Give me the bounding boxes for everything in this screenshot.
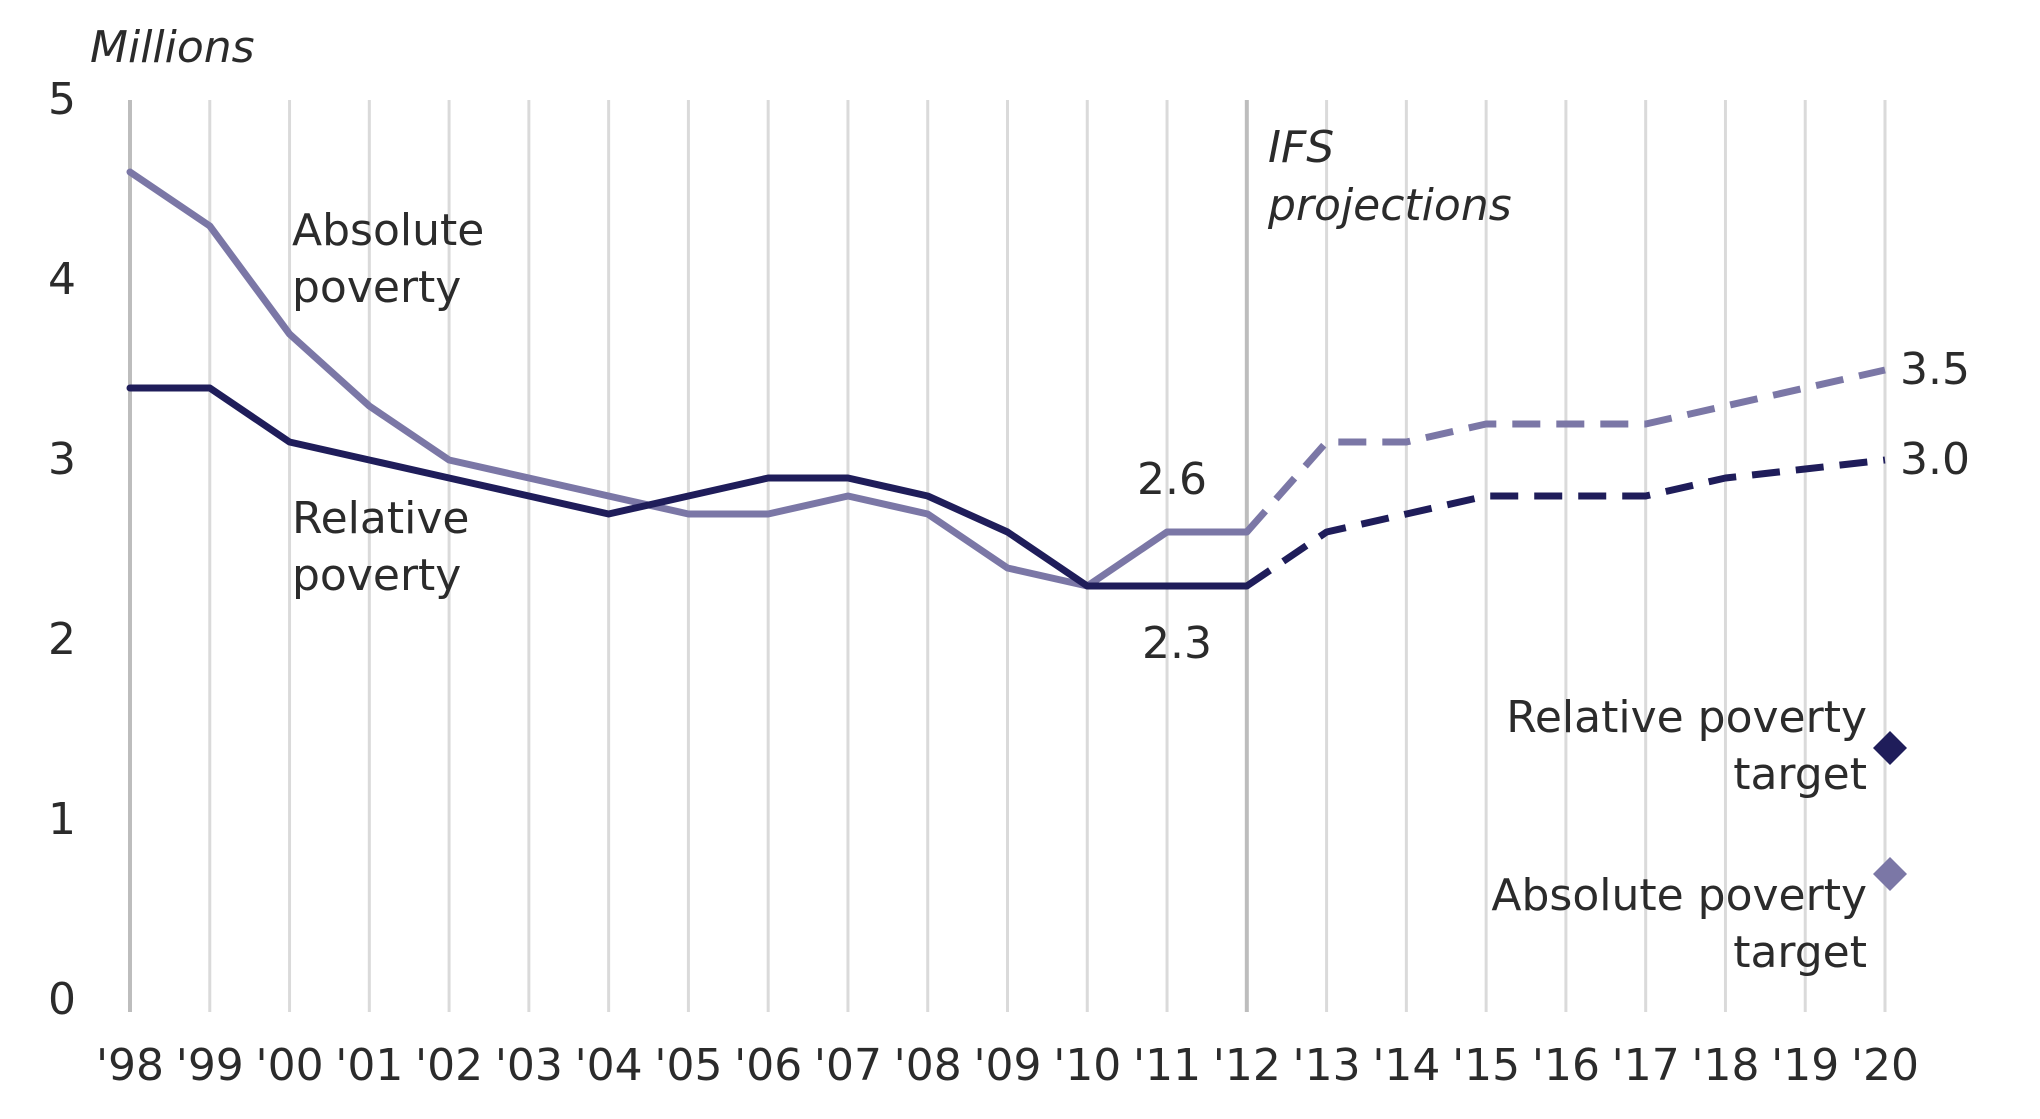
x-tick-label: '19 (1771, 1040, 1839, 1091)
y-tick-label: 2 (48, 614, 76, 665)
relative-poverty-line (126, 384, 1251, 590)
y-tick-label: 1 (48, 794, 76, 845)
absolute-poverty-label-line2: poverty (292, 262, 461, 313)
absolute-target-label-line2: target (1733, 927, 1867, 978)
absolute-poverty-label-line1: Absolute (292, 205, 484, 256)
y-axis-unit-label: Millions (90, 22, 255, 73)
x-tick-label: '02 (415, 1040, 483, 1091)
data-label-absolute: 3.5 (1900, 344, 1970, 395)
y-tick-label: 4 (48, 254, 76, 305)
x-tick-label: '00 (255, 1040, 323, 1091)
x-tick-label: '99 (176, 1040, 244, 1091)
relative-target-label-line2: target (1733, 749, 1867, 800)
target-markers (1873, 731, 1907, 891)
relative-poverty-label-line1: Relative (292, 493, 469, 544)
data-label-absolute: 2.6 (1137, 454, 1207, 505)
y-tick-label: 3 (48, 434, 76, 485)
relative-poverty-target-marker (1873, 731, 1907, 765)
absolute-target-label-line1: Absolute poverty (1491, 870, 1867, 921)
x-tick-label: '20 (1851, 1040, 1919, 1091)
data-label-relative: 3.0 (1900, 434, 1970, 485)
relative-poverty-label-line2: poverty (292, 550, 461, 601)
chart-labels: Millions Absolute poverty Relative poverty I… (90, 22, 1970, 978)
x-tick-label: '14 (1372, 1040, 1440, 1091)
relative-poverty-projection-line (1244, 456, 1886, 589)
projection-label-line2: projections (1267, 180, 1512, 231)
x-tick-label: '15 (1452, 1040, 1520, 1091)
x-tick-label: '09 (973, 1040, 1041, 1091)
absolute-poverty-projection-line (1244, 366, 1886, 535)
x-tick-label: '98 (96, 1040, 164, 1091)
projection-label-line1: IFS (1268, 122, 1334, 173)
relative-target-label-line1: Relative poverty (1506, 692, 1867, 743)
x-tick-label: '17 (1612, 1040, 1680, 1091)
x-tick-label: '16 (1532, 1040, 1600, 1091)
grid-lines (128, 100, 1887, 1012)
x-tick-label: '13 (1293, 1040, 1361, 1091)
x-tick-label: '01 (335, 1040, 403, 1091)
absolute-poverty-target-marker (1873, 857, 1907, 891)
x-tick-label: '03 (495, 1040, 563, 1091)
data-label-relative: 2.3 (1142, 618, 1212, 669)
series-lines (126, 168, 1886, 590)
x-tick-label: '06 (734, 1040, 802, 1091)
y-tick-label: 0 (48, 974, 76, 1025)
x-tick-label: '10 (1053, 1040, 1121, 1091)
x-tick-label: '07 (814, 1040, 882, 1091)
x-tick-label: '11 (1133, 1040, 1201, 1091)
x-tick-label: '05 (654, 1040, 722, 1091)
x-tick-label: '04 (575, 1040, 643, 1091)
x-tick-label: '08 (894, 1040, 962, 1091)
y-tick-label: 5 (48, 74, 76, 125)
absolute-poverty-line (126, 168, 1251, 590)
x-tick-label: '18 (1691, 1040, 1759, 1091)
x-tick-label: '12 (1213, 1040, 1281, 1091)
